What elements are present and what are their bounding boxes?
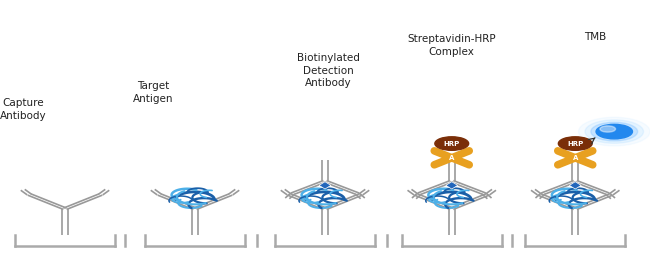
Text: Streptavidin-HRP
Complex: Streptavidin-HRP Complex — [408, 34, 496, 57]
Text: Biotinylated
Detection
Antibody: Biotinylated Detection Antibody — [297, 53, 359, 88]
Polygon shape — [319, 182, 331, 189]
Text: A: A — [573, 155, 578, 161]
Circle shape — [558, 137, 592, 150]
Circle shape — [600, 126, 616, 132]
Circle shape — [596, 124, 632, 139]
Polygon shape — [569, 182, 581, 189]
Text: Target
Antigen: Target Antigen — [133, 81, 173, 104]
Polygon shape — [446, 182, 458, 189]
Circle shape — [585, 120, 644, 143]
Text: A: A — [449, 155, 454, 161]
Circle shape — [435, 137, 469, 150]
Text: Capture
Antibody: Capture Antibody — [0, 98, 46, 121]
Circle shape — [578, 117, 650, 146]
Text: HRP: HRP — [443, 141, 460, 147]
Circle shape — [591, 122, 638, 141]
Text: HRP: HRP — [567, 141, 584, 147]
Text: TMB: TMB — [584, 32, 606, 42]
